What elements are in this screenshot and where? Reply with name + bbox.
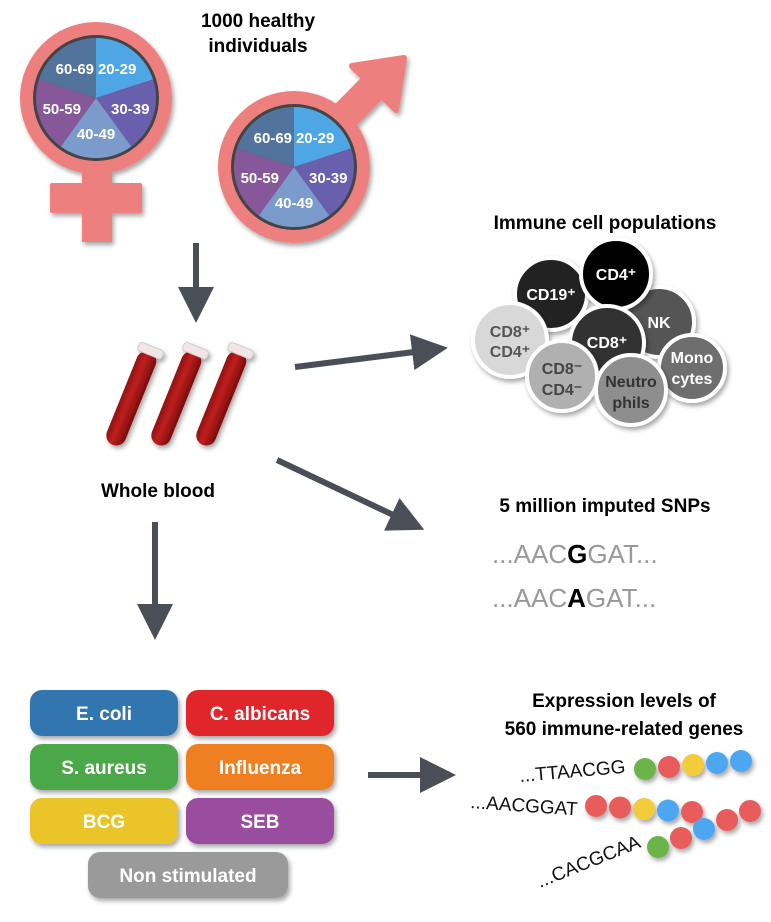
male-label: 30-39 — [309, 170, 347, 187]
stimulus-label: Non stimulated — [119, 866, 256, 887]
stimulus-label: Influenza — [219, 758, 302, 779]
male-slice-30-39 — [294, 148, 354, 216]
female-label: 30-39 — [111, 101, 149, 118]
expression-bead — [634, 758, 656, 780]
male-label: 60-69 — [254, 130, 292, 147]
gene-strands: ...TTAACGG ...AACGGAT ...CACGCAA — [470, 750, 761, 893]
expression-bead — [609, 796, 631, 819]
expression-bead — [681, 801, 703, 823]
stimulus-e-coli: E. coli — [30, 690, 178, 736]
stimulus-label: C. albicans — [210, 704, 310, 725]
expression-bead — [647, 836, 669, 858]
cell-neutrophils-line1: Neutro — [605, 374, 657, 391]
cell-neutrophils: Neutro phils — [594, 353, 668, 427]
expression-title-1: Expression levels of — [532, 691, 716, 712]
cell-cd8dn: CD8⁻ CD4⁻ — [525, 339, 599, 413]
female-age-pie: 20-29 30-39 40-49 50-59 60-69 — [33, 35, 159, 161]
male-label: 20-29 — [296, 130, 334, 147]
expression-title-2: 560 immune-related genes — [505, 719, 744, 740]
cell-cd8-label: CD8⁺ — [587, 335, 627, 352]
male-slice-50-59 — [234, 148, 294, 216]
expression-bead — [633, 798, 655, 820]
female-slice-50-59 — [36, 79, 96, 147]
cell-cd19-label: CD19⁺ — [526, 287, 575, 304]
stimulus-label: BCG — [83, 812, 125, 833]
female-label: 60-69 — [56, 61, 94, 78]
snp-allele-2: A — [567, 583, 586, 613]
expression-bead — [693, 818, 715, 840]
male-label: 40-49 — [275, 195, 313, 212]
stimulus-label: E. coli — [76, 704, 132, 725]
cell-neutrophils-line2: phils — [612, 395, 649, 412]
stimulus-s-aureus: S. aureus — [30, 744, 178, 790]
female-slice-30-39 — [96, 79, 156, 147]
immune-title: Immune cell populations — [494, 213, 717, 234]
stimulus-label: SEB — [240, 812, 279, 833]
snps-title: 5 million imputed SNPs — [499, 496, 710, 517]
blood-tubes-icon — [106, 341, 254, 446]
stimulus-influenza: Influenza — [186, 744, 334, 790]
whole-blood-label: Whole blood — [101, 481, 215, 502]
cell-cd8dn-line1: CD8⁻ — [542, 361, 582, 378]
gene-strand: ...AACGGAT — [470, 792, 703, 823]
snp-sequences: ...AACGGAT... ...AACAGAT... — [492, 539, 658, 613]
immune-cells: NK CD19⁺ CD4⁺ CD8⁺ CD4⁺ CD8⁺ Mono cytes … — [471, 237, 727, 427]
expression-bead — [730, 750, 752, 772]
snp-seq-1: ...AACGGAT... — [492, 539, 658, 569]
cell-monocytes: Mono cytes — [657, 333, 727, 403]
arrow-to-cells — [294, 334, 448, 371]
stimulus-non-stimulated: Non stimulated — [88, 852, 288, 898]
cell-cd8dp: CD8⁺ CD4⁺ — [471, 301, 549, 379]
male-label: 50-59 — [241, 170, 279, 187]
expression-bead — [670, 827, 692, 849]
expression-bead — [585, 795, 607, 817]
gene-sequence: ...TTAACGG — [519, 757, 627, 787]
cell-nk-label: NK — [647, 315, 671, 332]
snp-seq-2: ...AACAGAT... — [492, 583, 656, 613]
male-age-pie: 20-29 30-39 40-49 50-59 60-69 — [231, 104, 357, 230]
expression-bead — [706, 752, 728, 774]
gene-sequence: ...AACGGAT — [470, 792, 579, 820]
gene-strand: ...TTAACGG — [519, 750, 752, 787]
male-slice-20-29 — [294, 107, 352, 167]
snp-allele-1: G — [567, 539, 587, 569]
male-slice-40-49 — [258, 167, 330, 228]
cell-cd8dn-line2: CD4⁻ — [542, 382, 582, 399]
expression-bead — [739, 800, 761, 822]
title-line-2: individuals — [208, 36, 307, 57]
expression-bead — [682, 754, 704, 776]
female-slice-40-49 — [60, 98, 132, 159]
stimulus-seb: SEB — [186, 798, 334, 844]
stimulus-c-albicans: C. albicans — [186, 690, 334, 736]
cell-monocytes-line1: Mono — [671, 350, 714, 367]
expression-bead — [657, 799, 679, 822]
female-label: 50-59 — [43, 101, 81, 118]
female-slice-60-69 — [38, 38, 96, 98]
stimuli-group: E. coli C. albicans S. aureus Influenza BCG S… — [30, 690, 334, 898]
cell-monocytes-line2: cytes — [672, 371, 713, 388]
stimulus-bcg: BCG — [30, 798, 178, 844]
male-slice-60-69 — [236, 107, 294, 167]
expression-bead — [658, 756, 680, 778]
arrow-to-snps — [275, 457, 425, 531]
female-label: 40-49 — [77, 126, 115, 143]
stimulus-label: S. aureus — [61, 758, 147, 779]
cell-cd4: CD4⁺ — [579, 237, 653, 311]
female-slice-20-29 — [96, 38, 154, 98]
title-line-1: 1000 healthy — [201, 11, 315, 32]
female-label: 20-29 — [98, 61, 136, 78]
cell-cd4-label: CD4⁺ — [596, 267, 636, 284]
cell-cd8dp-line2: CD4⁺ — [490, 344, 530, 361]
expression-bead — [716, 809, 738, 831]
cell-cd8dp-line1: CD8⁺ — [490, 324, 530, 341]
gene-sequence: ...CACGCAA — [534, 832, 644, 893]
